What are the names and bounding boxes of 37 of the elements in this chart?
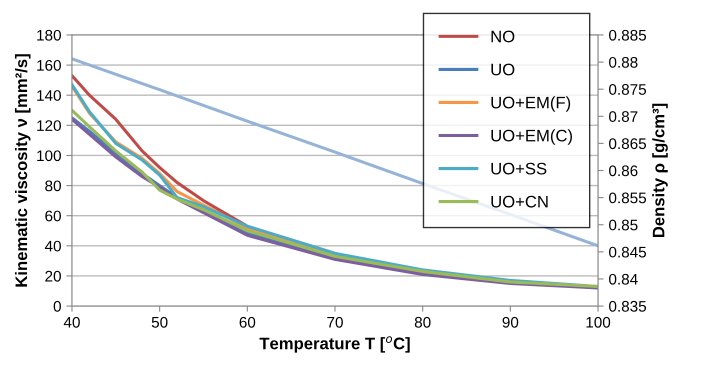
y2-tick-label: 0.865 [609,138,646,150]
legend-label: UO+EM(C) [491,129,572,145]
y2-axis-title: Density ρ [g/cm³] [652,104,668,238]
y-tick-label: 140 [37,90,61,101]
x-tick-label: 50 [152,316,168,328]
x-axis-title: Temperature T [$^{o}$C] [260,336,410,353]
legend-label: UO [491,64,514,76]
legend-label: NO [492,30,514,42]
y-tick-label: 80 [45,180,61,192]
y-tick-label: 40 [44,240,61,252]
y-tick-label: 160 [37,60,61,71]
y2-tick-label: 0.835 [609,300,646,312]
y-tick-label: 0 [54,300,61,312]
x-tick-label: 70 [327,316,343,328]
y-tick-label: 120 [37,120,61,132]
legend-label: UO+CN [491,196,548,208]
y-tick-label: 100 [37,150,61,162]
legend-label: UO+SS [491,162,546,175]
y2-tick-label: 0.855 [609,192,646,204]
y2-tick-label: 0.875 [609,84,646,95]
y-tick-label: 180 [37,30,61,41]
y2-tick-label: 0.87 [609,111,638,122]
y-axis-title: Kinematic viscosity ν [mm²/s] [14,54,31,287]
y2-tick-label: 0.85 [609,220,638,230]
y-tick-label: 60 [45,210,61,222]
y2-tick-label: 0.88 [609,56,638,68]
x-tick-label: 80 [414,316,431,328]
x-tick-label: 60 [240,316,256,328]
legend-label: UO+EM(F) [491,96,570,112]
y2-tick-label: 0.86 [609,165,638,176]
y-tick-label: 20 [45,270,61,282]
x-tick-label: 90 [502,316,518,328]
x-tick-label: 100 [586,316,610,328]
x-tick-label: 40 [64,316,80,328]
y2-tick-label: 0.84 [609,274,638,285]
y2-tick-label: 0.845 [609,246,646,258]
y2-tick-label: 0.885 [609,30,646,41]
